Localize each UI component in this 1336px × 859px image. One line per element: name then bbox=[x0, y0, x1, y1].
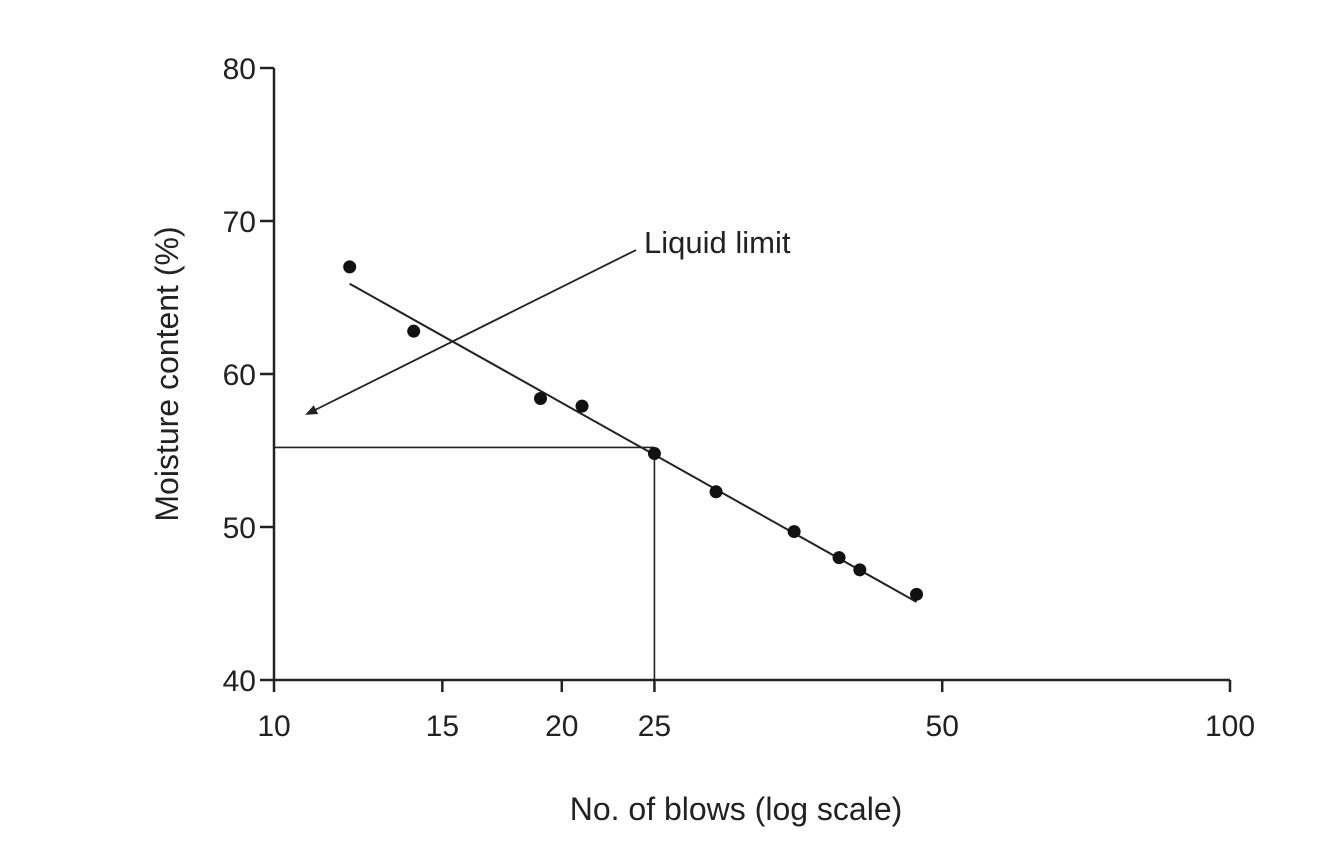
liquid-limit-arrow bbox=[305, 249, 637, 415]
data-point bbox=[709, 485, 723, 499]
data-point bbox=[343, 260, 357, 274]
x-tick-label: 15 bbox=[426, 710, 459, 743]
x-tick-label: 50 bbox=[926, 710, 959, 743]
x-tick-label: 10 bbox=[257, 710, 290, 743]
data-point bbox=[910, 587, 924, 601]
x-axis-title: No. of blows (log scale) bbox=[570, 791, 903, 827]
y-tick-label: 80 bbox=[223, 53, 256, 86]
flow-curve-line bbox=[349, 282, 918, 603]
x-ticks: 10 15 20 25 50 100 bbox=[257, 680, 1255, 743]
x-tick-label: 25 bbox=[638, 710, 671, 743]
data-point bbox=[832, 551, 846, 565]
y-tick-label: 40 bbox=[223, 665, 256, 698]
data-point bbox=[575, 399, 589, 413]
data-point bbox=[407, 324, 421, 338]
y-axis-title: Moisture content (%) bbox=[149, 226, 185, 521]
data-point bbox=[787, 525, 801, 539]
data-point bbox=[533, 391, 547, 405]
y-tick-label: 70 bbox=[223, 206, 256, 239]
y-tick-label: 50 bbox=[223, 512, 256, 545]
data-point bbox=[853, 563, 867, 577]
x-tick-label: 100 bbox=[1205, 710, 1255, 743]
data-points bbox=[343, 260, 924, 601]
liquid-limit-label: Liquid limit bbox=[644, 225, 791, 260]
data-point bbox=[647, 447, 661, 461]
y-tick-label: 60 bbox=[223, 359, 256, 392]
y-ticks: 40 50 60 70 80 bbox=[223, 53, 274, 698]
x-tick-label: 20 bbox=[545, 710, 578, 743]
